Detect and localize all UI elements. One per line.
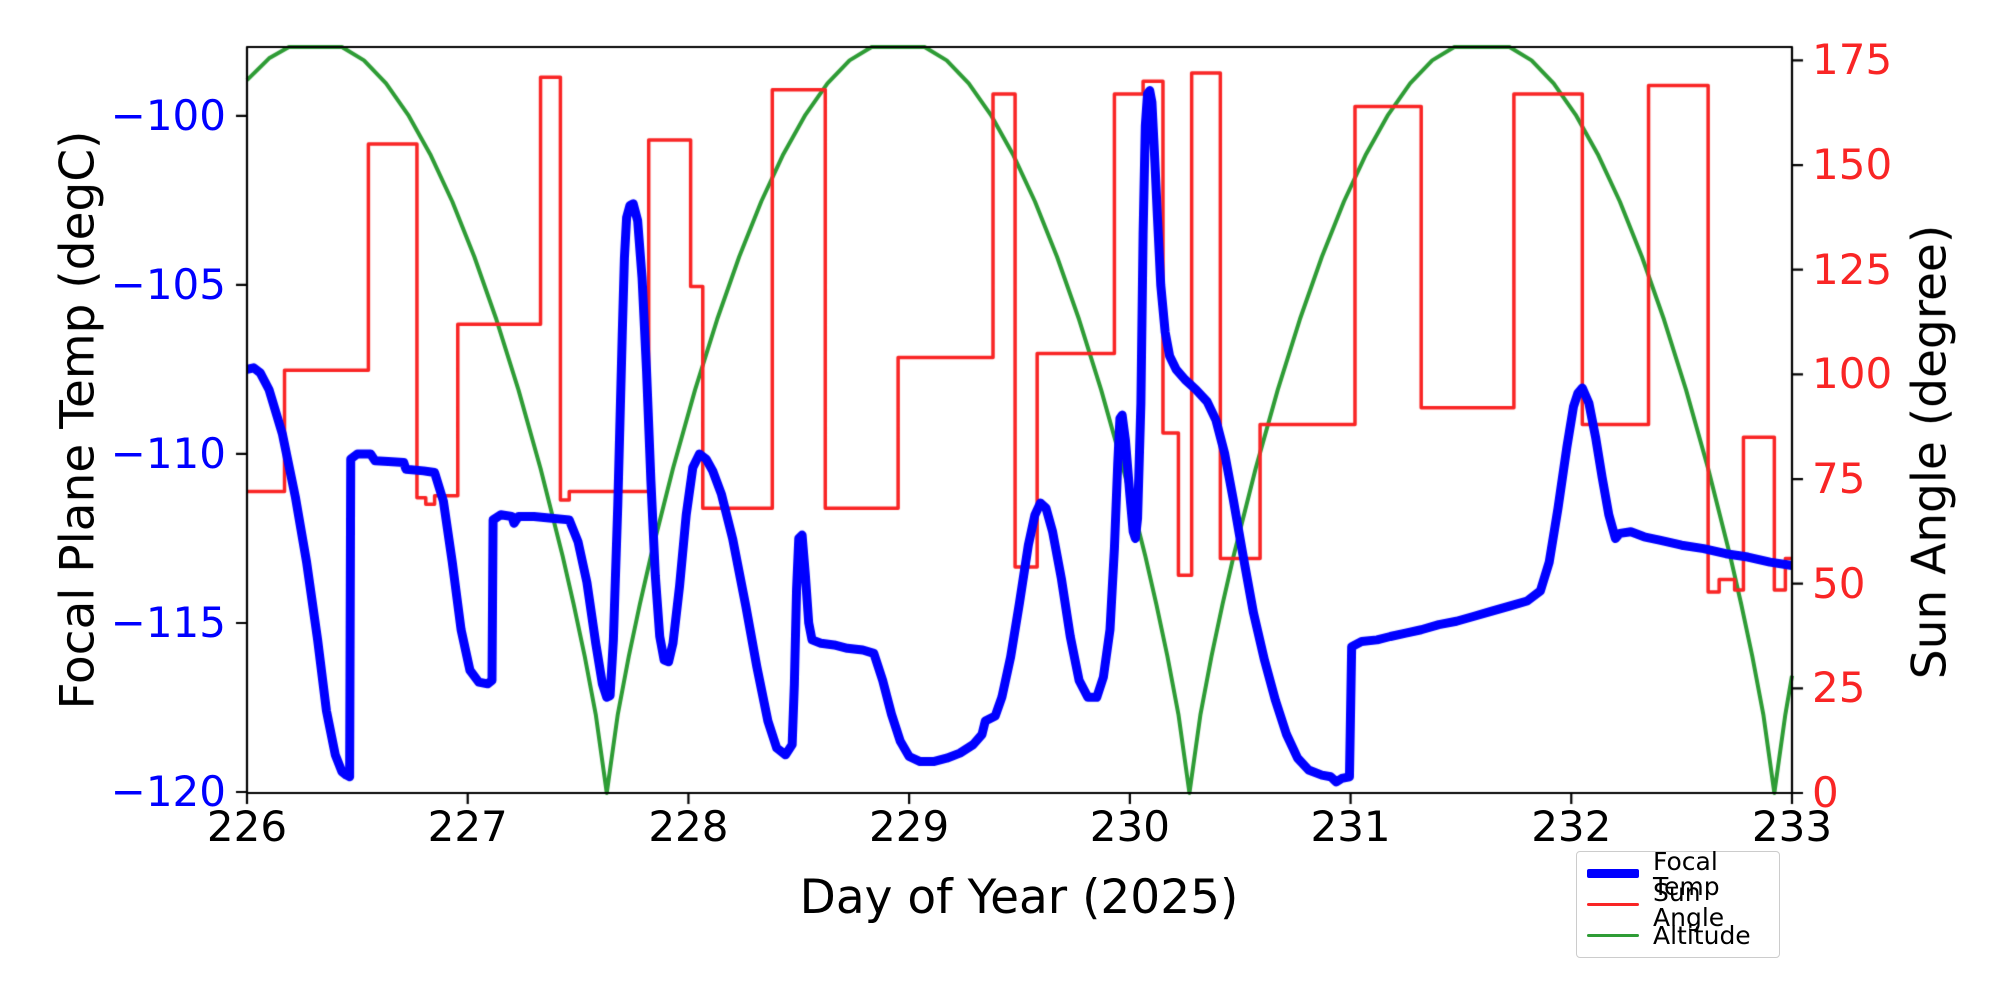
y-right-tick-label-6: 25 (1812, 663, 1866, 713)
x-tick-label-233: 233 (1751, 802, 1833, 851)
y-right-tick-label-0: 175 (1812, 35, 1893, 85)
y-axis-label-right: Sun Angle (degree) (1902, 224, 1958, 680)
x-tick-label-232: 232 (1531, 802, 1612, 851)
legend-label-focal-temp: Focal Temp (1653, 846, 1720, 901)
y-left-tick-label-2: −110 (110, 428, 226, 478)
y-right-tick-label-1: 150 (1812, 140, 1893, 190)
legend-item-focal-temp: Focal Temp (1587, 849, 1769, 899)
legend-swatch-focal-temp (1587, 869, 1639, 878)
x-tick-label-228: 228 (648, 802, 729, 851)
legend: Focal Temp Sun Angle Altitude (1576, 849, 1780, 958)
y-right-tick-label-5: 50 (1812, 558, 1866, 608)
y-right-tick-label-2: 125 (1812, 244, 1893, 294)
legend-item-altitude: Altitude (1587, 921, 1769, 951)
legend-item-sun-angle: Sun Angle (1587, 880, 1769, 930)
x-tick-label-230: 230 (1089, 802, 1170, 851)
y-axis-label-left: Focal Plane Temp (degC) (50, 130, 106, 710)
x-tick-label-227: 227 (427, 802, 508, 851)
x-tick-label-229: 229 (869, 802, 950, 851)
y-left-tick-label-1: −105 (110, 259, 226, 309)
y-left-tick-label-0: −100 (110, 90, 226, 140)
x-tick-label-231: 231 (1310, 802, 1391, 851)
legend-swatch-altitude (1587, 933, 1639, 938)
x-tick-label-226: 226 (206, 802, 288, 851)
y-right-tick-label-3: 100 (1812, 349, 1893, 399)
y-right-tick-label-4: 75 (1812, 454, 1866, 504)
legend-swatch-sun-angle (1587, 902, 1639, 907)
legend-label-altitude: Altitude (1653, 921, 1751, 950)
legend-label-sun-angle: Sun Angle (1653, 877, 1725, 932)
x-axis-label: Day of Year (2025) (799, 870, 1239, 925)
y-left-tick-label-3: −115 (110, 597, 226, 647)
y-left-tick-label-4: −120 (110, 766, 226, 816)
y-right-tick-label-7: 0 (1812, 768, 1839, 817)
